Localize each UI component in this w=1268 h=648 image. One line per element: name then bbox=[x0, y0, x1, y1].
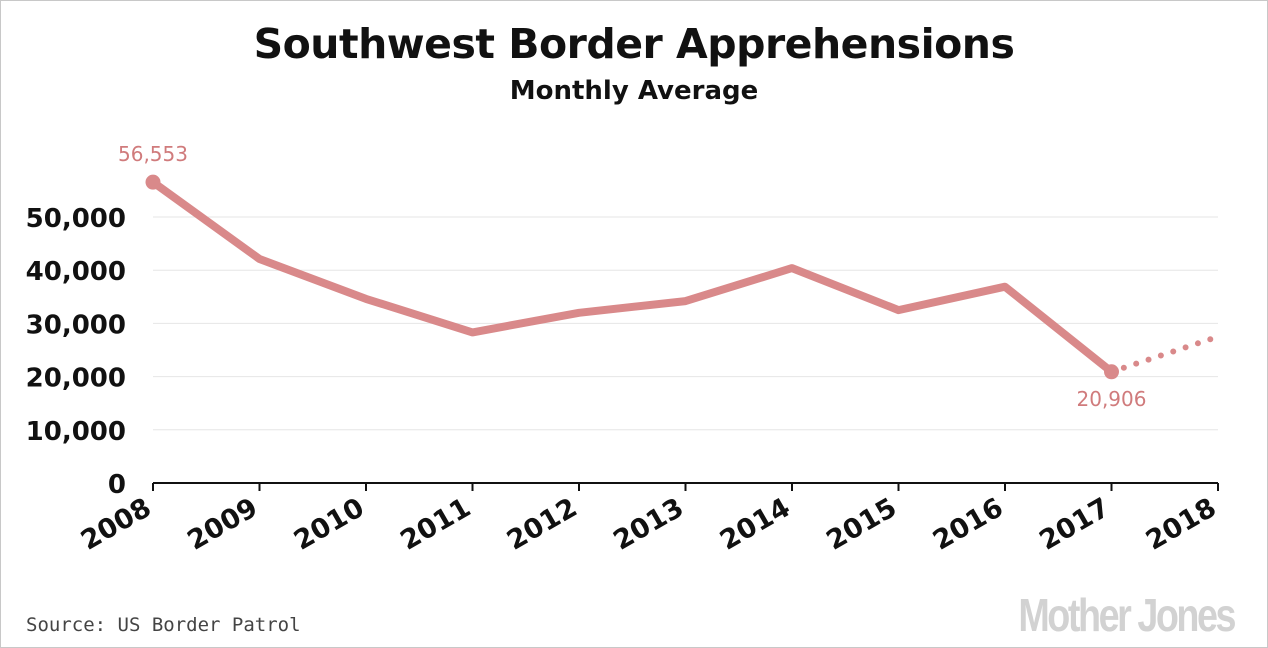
chart-subtitle: Monthly Average bbox=[509, 76, 759, 106]
x-tick-labels: 2008 2009 2010 2011 2012 2013 2014 2015 2016 2017… bbox=[76, 492, 1222, 556]
x-tick-label: 2014 bbox=[715, 492, 796, 556]
x-tick-label: 2011 bbox=[395, 492, 476, 556]
x-tick-label: 2012 bbox=[502, 492, 583, 556]
series-line bbox=[149, 178, 1116, 376]
y-tick-label: 40,000 bbox=[26, 257, 126, 287]
x-tick-label: 2017 bbox=[1034, 492, 1115, 556]
y-tick-label: 20,000 bbox=[26, 364, 126, 394]
y-tick-label: 30,000 bbox=[26, 310, 126, 340]
gridlines bbox=[153, 216, 1218, 431]
data-point bbox=[145, 174, 161, 190]
source-note: Source: US Border Patrol bbox=[26, 614, 301, 636]
annotations: 56,553 20,906 bbox=[118, 142, 1146, 411]
projection-line bbox=[1108, 333, 1221, 375]
y-tick-label: 50,000 bbox=[26, 204, 126, 234]
x-tick-label: 2018 bbox=[1141, 492, 1222, 556]
data-point bbox=[1104, 364, 1119, 380]
x-tick-label: 2008 bbox=[76, 492, 157, 556]
x-tick-label: 2009 bbox=[182, 492, 263, 556]
y-tick-label: 0 bbox=[108, 470, 126, 500]
x-tick-label: 2015 bbox=[821, 492, 902, 556]
chart-title: Southwest Border Apprehensions bbox=[253, 20, 1015, 68]
publisher-logo: Mother Jones bbox=[1018, 589, 1236, 641]
data-label: 20,906 bbox=[1077, 387, 1147, 411]
x-tick-label: 2010 bbox=[289, 492, 370, 556]
y-axis: 0 10,000 20,000 30,000 40,000 50,000 bbox=[26, 204, 126, 500]
x-tick-label: 2016 bbox=[928, 492, 1009, 556]
data-label: 56,553 bbox=[118, 142, 188, 166]
x-tick-label: 2013 bbox=[608, 492, 689, 556]
series bbox=[145, 174, 1221, 380]
y-tick-label: 10,000 bbox=[26, 417, 126, 447]
x-axis bbox=[152, 482, 1219, 491]
